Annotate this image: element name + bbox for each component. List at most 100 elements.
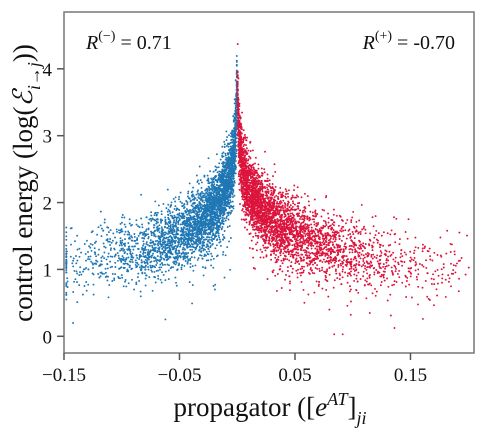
- data-point-negative: [119, 257, 122, 260]
- data-point-negative: [182, 246, 185, 249]
- data-point-negative: [151, 217, 154, 220]
- data-point-negative: [229, 268, 232, 271]
- data-point-negative: [187, 192, 190, 195]
- data-point-negative: [235, 144, 237, 147]
- data-point-negative: [221, 152, 224, 155]
- data-point-negative: [218, 190, 221, 193]
- data-point-negative: [123, 216, 126, 219]
- data-point-negative: [211, 195, 214, 198]
- data-point-negative: [87, 258, 89, 260]
- data-point-negative: [141, 223, 144, 226]
- data-point-negative: [175, 225, 178, 228]
- data-point-negative: [140, 259, 143, 262]
- data-point-negative: [192, 229, 195, 232]
- data-point-negative: [157, 277, 160, 280]
- data-point-positive: [332, 229, 335, 231]
- data-point-negative: [108, 240, 111, 243]
- data-point-negative: [209, 229, 212, 232]
- data-point-negative: [146, 262, 149, 265]
- data-point-positive: [268, 196, 270, 199]
- data-point-negative: [164, 263, 166, 266]
- data-point-negative: [185, 216, 188, 219]
- data-point-negative: [177, 198, 180, 201]
- data-point-negative: [197, 257, 200, 260]
- data-point-positive: [387, 255, 390, 258]
- data-point-negative: [197, 219, 200, 222]
- data-point-negative: [226, 190, 229, 193]
- data-point-negative: [209, 246, 212, 249]
- data-point-negative: [230, 209, 233, 212]
- data-point-positive: [324, 278, 327, 281]
- data-point-negative: [202, 236, 205, 239]
- data-point-negative: [164, 318, 167, 321]
- data-point-positive: [374, 294, 377, 297]
- data-point-positive: [373, 255, 376, 258]
- data-point-negative: [144, 247, 147, 249]
- data-point-negative: [215, 226, 218, 229]
- data-point-negative: [176, 254, 179, 257]
- data-point-negative: [146, 260, 149, 263]
- data-point-negative: [163, 231, 165, 234]
- data-point-positive: [302, 269, 305, 272]
- data-point-negative: [216, 198, 219, 201]
- data-point-negative: [220, 227, 223, 230]
- data-point-negative: [65, 235, 68, 238]
- data-point-negative: [232, 151, 235, 154]
- data-point-negative: [211, 178, 214, 181]
- data-point-positive: [272, 175, 274, 178]
- data-point-negative: [207, 157, 210, 160]
- data-point-negative: [205, 229, 208, 232]
- data-point-negative: [181, 264, 184, 267]
- data-point-negative: [153, 234, 156, 237]
- data-point-negative: [185, 228, 187, 231]
- data-point-positive: [286, 258, 289, 261]
- data-point-negative: [135, 266, 138, 269]
- data-point-negative: [184, 242, 186, 245]
- data-point-negative: [107, 240, 110, 243]
- data-point-negative: [139, 254, 142, 257]
- data-point-negative: [85, 281, 88, 283]
- data-point-negative: [201, 244, 204, 247]
- data-point-negative: [188, 233, 191, 236]
- data-point-negative: [133, 233, 136, 235]
- data-point-negative: [179, 223, 182, 226]
- data-point-negative: [212, 216, 215, 218]
- data-point-negative: [95, 255, 98, 258]
- data-point-negative: [148, 256, 151, 259]
- data-point-negative: [141, 265, 144, 268]
- data-point-negative: [90, 249, 93, 252]
- data-point-negative: [192, 233, 195, 235]
- data-point-negative: [208, 195, 211, 198]
- data-point-negative: [223, 173, 226, 176]
- data-point-negative: [215, 255, 218, 258]
- data-point-negative: [98, 276, 101, 279]
- data-point-negative: [195, 242, 198, 245]
- data-point-negative: [122, 285, 125, 288]
- data-point-negative: [128, 249, 131, 251]
- data-point-negative: [161, 248, 164, 250]
- data-point-positive: [284, 188, 287, 191]
- data-point-negative: [230, 187, 233, 189]
- data-point-negative: [160, 213, 163, 216]
- data-point-positive: [254, 156, 257, 159]
- data-point-positive: [387, 285, 390, 288]
- data-point-positive: [350, 258, 353, 261]
- data-point-negative: [118, 231, 121, 234]
- data-point-negative: [215, 216, 218, 219]
- data-point-negative: [226, 246, 229, 249]
- data-point-negative: [184, 255, 187, 258]
- data-point-negative: [210, 191, 212, 194]
- data-point-negative: [83, 268, 86, 271]
- data-point-negative: [65, 291, 68, 294]
- data-point-positive: [395, 217, 398, 220]
- data-point-negative: [173, 230, 176, 233]
- data-point-negative: [179, 234, 182, 237]
- data-point-negative: [151, 270, 154, 273]
- data-point-negative: [228, 173, 231, 176]
- data-point-negative: [210, 177, 213, 180]
- data-point-positive: [309, 210, 312, 213]
- data-point-positive: [444, 278, 447, 281]
- data-point-negative: [223, 212, 226, 215]
- data-point-negative: [174, 237, 177, 240]
- data-point-negative: [219, 187, 222, 190]
